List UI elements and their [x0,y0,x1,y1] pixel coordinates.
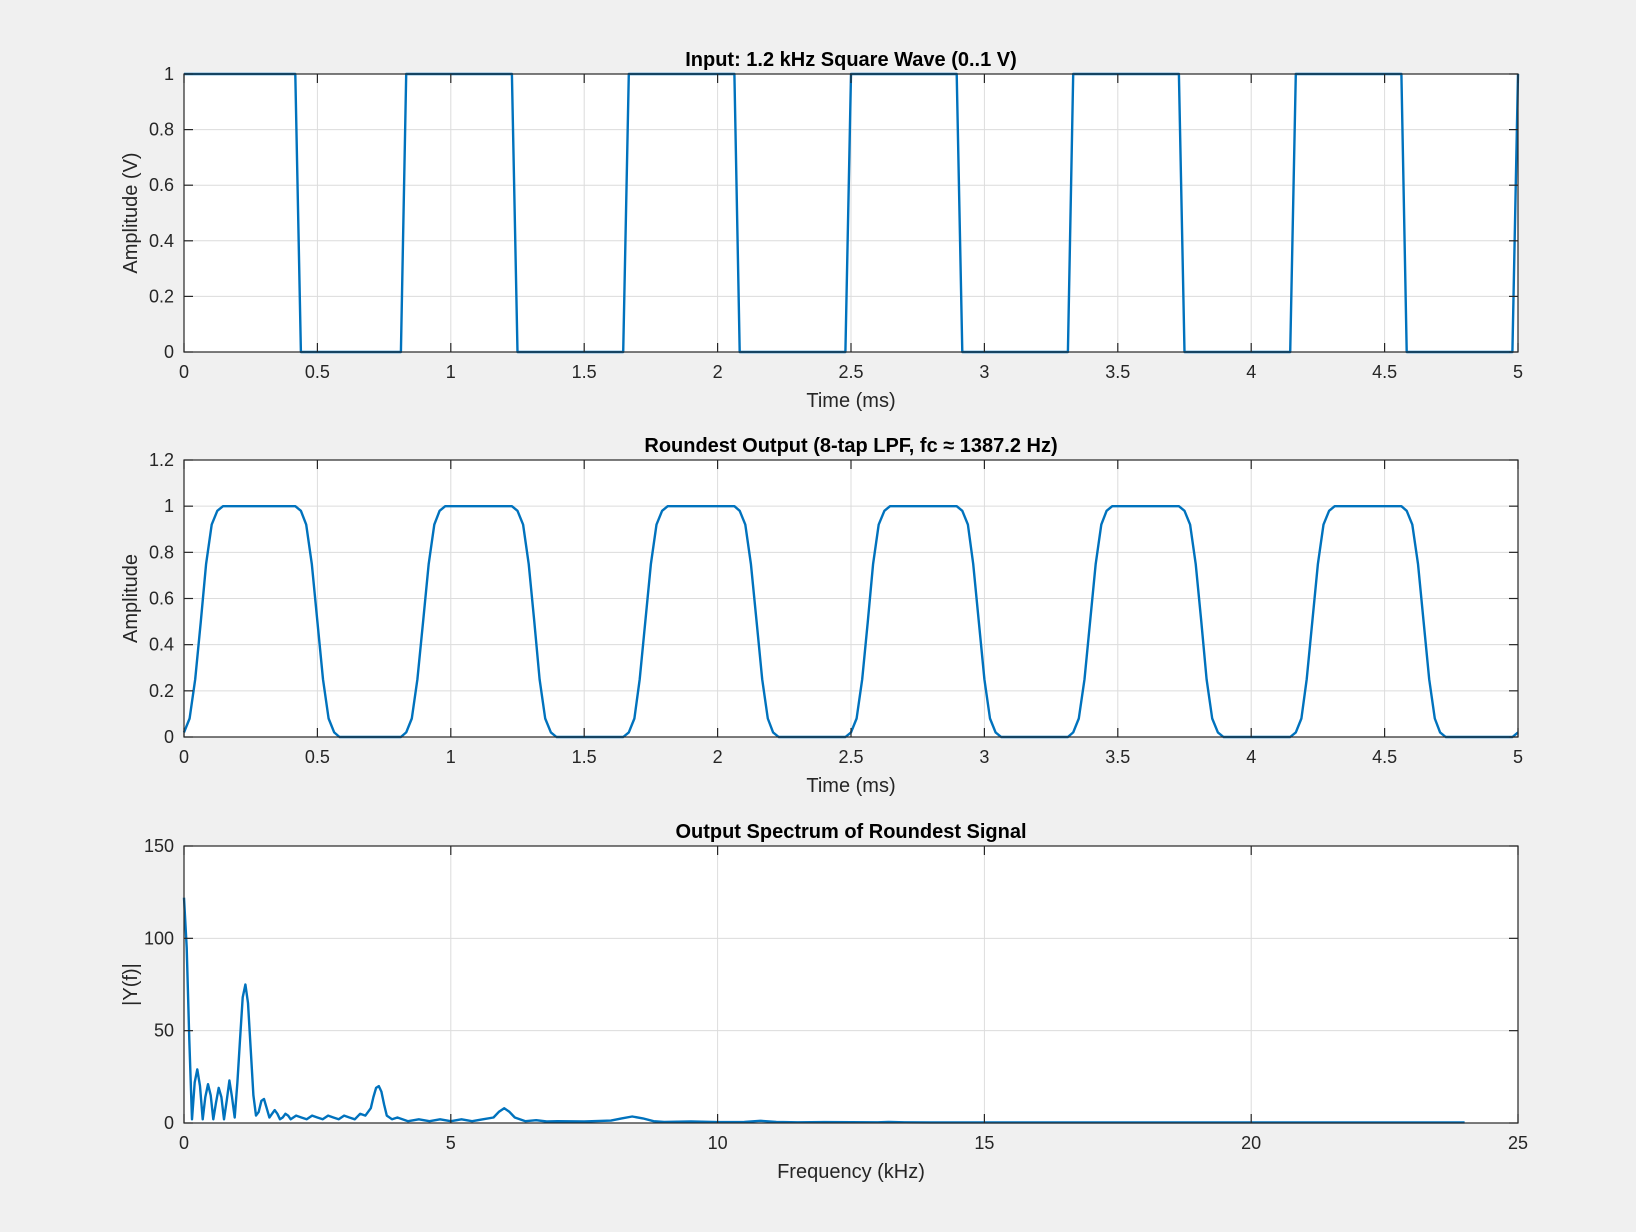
tick-marks-and-labels: 0 0.5 1 1.5 2 2.5 3 3.5 4 4.5 5 0 0.2 0.4 0.6 0.8 1 [149,64,1523,382]
x-tick-label: 3.5 [1105,362,1130,382]
y-tick-label: 0.2 [149,681,174,701]
x-tick-label: 0.5 [305,747,330,767]
x-tick-label: 0 [179,747,189,767]
roundest-output-axes: 0 0.5 1 1.5 2 2.5 3 3.5 4 4.5 5 0 0.2 0.4 0.6 0.8 1 1.2 R… [120,435,1523,797]
y-tick-label: 0.8 [149,542,174,562]
y-tick-label: 0.4 [149,231,174,251]
x-tick-label: 0.5 [305,362,330,382]
output-spectrum-axes: 0 5 10 15 20 25 0 50 100 150 Output Spectrum of R… [120,821,1528,1183]
y-tick-label: 0.6 [149,589,174,609]
x-tick-label: 1 [446,362,456,382]
x-tick-label: 10 [708,1133,728,1153]
plot-area [184,846,1518,1123]
x-tick-label: 3 [979,362,989,382]
x-tick-label: 3.5 [1105,747,1130,767]
x-tick-label: 2.5 [838,362,863,382]
y-tick-label: 0.2 [149,286,174,306]
x-tick-label: 5 [1513,362,1523,382]
input-square-wave-axes: 0 0.5 1 1.5 2 2.5 3 3.5 4 4.5 5 0 0.2 0.4 0.6 0.8 1 Inpu… [120,49,1523,412]
x-axis-label: Frequency (kHz) [777,1161,925,1183]
x-tick-label: 0 [179,362,189,382]
y-axis-label: |Y(f)| [120,963,142,1006]
x-tick-label: 1.5 [572,362,597,382]
data-series-layer [182,897,1465,1124]
x-tick-label: 5 [1513,747,1523,767]
x-tick-label: 25 [1508,1133,1528,1153]
tick-marks-and-labels: 0 0.5 1 1.5 2 2.5 3 3.5 4 4.5 5 0 0.2 0.4 0.6 0.8 1 1.2 [149,450,1523,767]
series-line [182,897,1465,1124]
tick-marks-and-labels: 0 5 10 15 20 25 0 50 100 150 [144,836,1528,1153]
x-tick-label: 2.5 [838,747,863,767]
y-tick-label: 150 [144,836,174,856]
x-tick-label: 4 [1246,362,1256,382]
x-axis-label: Time (ms) [806,390,895,412]
y-tick-label: 100 [144,928,174,948]
y-tick-label: 0 [164,342,174,362]
x-tick-label: 2 [713,747,723,767]
x-tick-label: 4.5 [1372,747,1397,767]
y-tick-label: 1.2 [149,450,174,470]
y-tick-label: 0 [164,727,174,747]
x-tick-label: 15 [974,1133,994,1153]
y-tick-label: 0.8 [149,120,174,140]
chart-title: Roundest Output (8-tap LPF, fc ≈ 1387.2 … [644,435,1057,457]
y-axis-label: Amplitude [120,554,142,643]
x-tick-label: 2 [713,362,723,382]
x-axis-label: Time (ms) [806,775,895,797]
y-tick-label: 1 [164,496,174,516]
y-tick-label: 0.4 [149,635,174,655]
x-tick-label: 3 [979,747,989,767]
x-tick-label: 4.5 [1372,362,1397,382]
x-tick-label: 4 [1246,747,1256,767]
y-tick-label: 0.6 [149,175,174,195]
y-axis-label: Amplitude (V) [120,152,142,273]
x-tick-label: 1 [446,747,456,767]
chart-title: Output Spectrum of Roundest Signal [675,821,1026,843]
x-tick-label: 5 [446,1133,456,1153]
x-tick-label: 20 [1241,1133,1261,1153]
x-tick-label: 0 [179,1133,189,1153]
y-tick-label: 50 [154,1021,174,1041]
y-tick-label: 1 [164,64,174,84]
axes-frame [183,845,1519,1124]
chart-title: Input: 1.2 kHz Square Wave (0..1 V) [685,49,1017,71]
y-tick-label: 0 [164,1113,174,1133]
x-tick-label: 1.5 [572,747,597,767]
